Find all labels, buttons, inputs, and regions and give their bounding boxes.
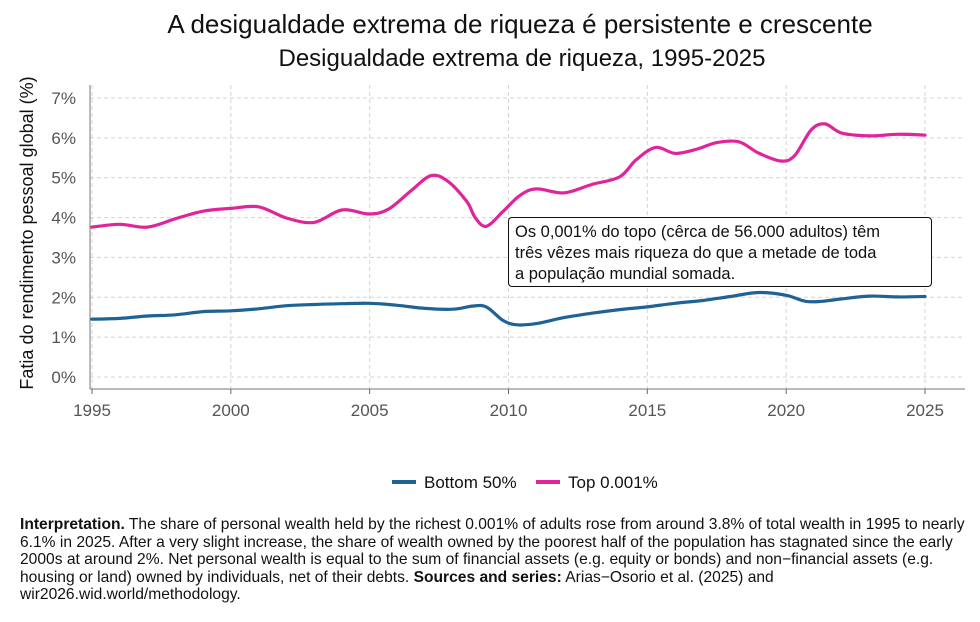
chart: A desigualdade extrema de riqueza é pers… — [17, 9, 965, 492]
axes: 0% 1% 2% 3% 4% 5% 6% 7% 1995 2000 2005 2010 2015 2020… — [51, 85, 965, 420]
x-tick-label: 2015 — [628, 401, 666, 420]
x-tick-label: 2020 — [767, 401, 805, 420]
x-tick-label: 2000 — [212, 401, 250, 420]
interpretation-text: The share of personal wealth held by the… — [20, 516, 965, 586]
y-tick-label: 0% — [51, 368, 76, 387]
x-tick-label: 2005 — [351, 401, 389, 420]
interpretation-note: Interpretation. The share of personal we… — [20, 516, 965, 604]
legend-label: Top 0.001% — [568, 473, 658, 492]
series — [90, 122, 927, 327]
annotation-line-2: três vêzes mais riqueza do que a metade … — [515, 244, 877, 262]
y-tick-label: 7% — [51, 89, 76, 108]
chart-title: A desigualdade extrema de riqueza é pers… — [167, 9, 872, 39]
legend-label: Bottom 50% — [424, 473, 517, 492]
interpretation-label: Interpretation. — [20, 516, 125, 533]
y-tick-label: 6% — [51, 129, 76, 148]
y-tick-label: 2% — [51, 288, 76, 307]
series-line-top-0001 — [90, 122, 927, 229]
y-tick-label: 4% — [51, 209, 76, 228]
y-axis-label: Fatia do rendimento pessoal global (%) — [17, 76, 37, 389]
x-tick-label: 1995 — [73, 401, 111, 420]
series-line-bottom-50 — [90, 290, 927, 327]
sources-text: Arias−Osorio et al. (2025) and wir2026.w… — [20, 568, 774, 604]
sources-label: Sources and series: — [413, 568, 562, 586]
y-tick-label: 1% — [51, 328, 76, 347]
x-tick-label: 2010 — [490, 401, 528, 420]
annotation-line-1: Os 0,001% do topo (cêrca de 56.000 adult… — [515, 223, 881, 241]
x-tick-label: 2025 — [906, 401, 944, 420]
chart-subtitle: Desigualdade extrema de riqueza, 1995-20… — [279, 45, 766, 72]
legend: Bottom 50% Top 0.001% — [392, 473, 658, 492]
annotation-line-3: a população mundial somada. — [515, 265, 736, 283]
y-tick-label: 5% — [51, 169, 76, 188]
annotation-box: Os 0,001% do topo (cêrca de 56.000 adult… — [508, 217, 932, 287]
y-tick-label: 3% — [51, 248, 76, 267]
